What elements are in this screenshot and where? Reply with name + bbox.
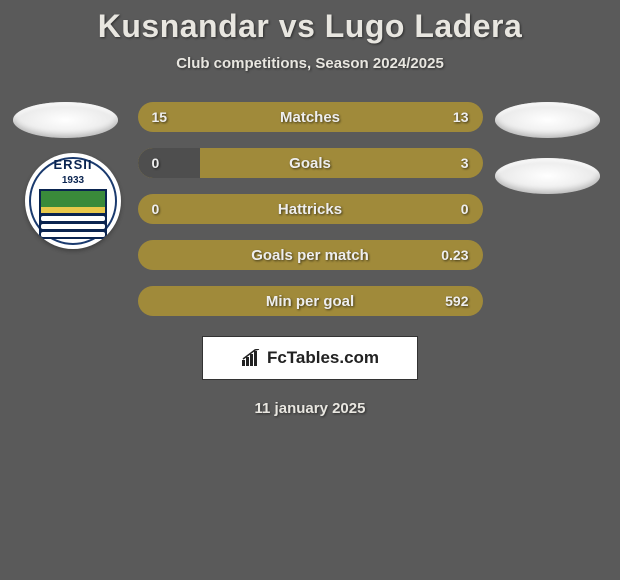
- stat-empty-left: [138, 148, 200, 178]
- stat-value-left: 0: [152, 155, 160, 171]
- stat-value-right: 0.23: [441, 247, 468, 263]
- stat-bar: 0 Hattricks 0: [138, 194, 483, 224]
- footer-logo[interactable]: FcTables.com: [202, 336, 418, 380]
- stat-label: Matches: [280, 109, 340, 126]
- subtitle: Club competitions, Season 2024/2025: [176, 55, 444, 72]
- player-badge-right-1: [495, 102, 600, 138]
- stats-column: 15 Matches 13 0 Goals 3 0 Hattricks 0 Goals per m…: [138, 102, 483, 316]
- stat-bar: Min per goal 592: [138, 286, 483, 316]
- badge-arch-text: ERSII: [25, 157, 121, 172]
- stat-value-left: 0: [152, 201, 160, 217]
- stat-bar: 15 Matches 13: [138, 102, 483, 132]
- stat-value-right: 0: [461, 201, 469, 217]
- left-player-col: ERSII 1933: [10, 102, 121, 249]
- stat-value-left: 15: [152, 109, 168, 125]
- stat-label: Min per goal: [266, 293, 354, 310]
- badge-year: 1933: [25, 175, 121, 186]
- club-badge-left: ERSII 1933: [25, 153, 121, 249]
- stat-label: Goals per match: [251, 247, 369, 264]
- stat-label: Goals: [289, 155, 331, 172]
- date-text: 11 january 2025: [255, 400, 366, 417]
- comparison-row: ERSII 1933 15Matches130Goals30Hattricks0…: [0, 102, 620, 316]
- stat-value-right: 13: [453, 109, 469, 125]
- page-title: Kusnandar vs Lugo Ladera: [98, 8, 523, 45]
- player-badge-left: [13, 102, 118, 138]
- chart-icon: [241, 349, 261, 367]
- right-player-col: [495, 102, 600, 194]
- stat-value-right: 592: [445, 293, 468, 309]
- stat-label: Hattricks: [278, 201, 342, 218]
- player-badge-right-2: [495, 158, 600, 194]
- stat-bar: Goals per match 0.23: [138, 240, 483, 270]
- stat-bar: 0 Goals 3: [138, 148, 483, 178]
- footer-logo-text: FcTables.com: [267, 348, 379, 368]
- stat-value-right: 3: [461, 155, 469, 171]
